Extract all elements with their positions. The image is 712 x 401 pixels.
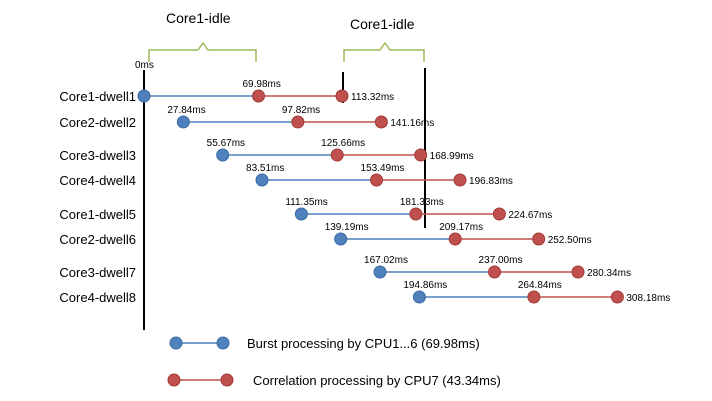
correlation-end-dot	[610, 290, 624, 304]
correlation-end-time: 308.18ms	[626, 293, 670, 304]
correlation-start-dot	[252, 89, 265, 103]
burst-start-time: 167.02ms	[364, 255, 408, 266]
correlation-end-time: 224.67ms	[508, 210, 552, 221]
idle-brace-2	[343, 41, 425, 62]
row-label: Core1-dwell1	[59, 89, 136, 104]
correlation-start-dot	[291, 115, 305, 129]
correlation-start-dot	[409, 207, 423, 221]
correlation-start-time: 237.00ms	[479, 255, 523, 266]
idle-brace-1	[148, 41, 257, 62]
correlation-start-time: 153.49ms	[361, 163, 405, 174]
row-label: Core1-dwell5	[59, 207, 136, 222]
burst-start-dot	[216, 148, 230, 162]
correlation-end-time: 168.99ms	[430, 151, 474, 162]
correlation-start-time: 264.84ms	[518, 280, 562, 291]
correlation-end-time: 141.16ms	[390, 118, 434, 129]
burst-start-time: 55.67ms	[207, 138, 245, 149]
burst-start-time: 111.35ms	[285, 197, 327, 208]
legend-correlation-label: Correlation processing by CPU7 (43.34ms)	[253, 373, 501, 388]
correlation-start-dot	[488, 265, 502, 279]
row-label: Core3-dwell3	[59, 148, 136, 163]
row-label: Core2-dwell6	[59, 232, 136, 247]
idle-label-1: Core1-idle	[166, 10, 231, 26]
burst-start-time: 27.84ms	[167, 105, 205, 116]
burst-start-dot	[176, 115, 190, 129]
row-label: Core2-dwell2	[59, 115, 136, 130]
burst-start-dot	[412, 290, 426, 304]
burst-start-time: 139.19ms	[325, 222, 369, 233]
legend-burst: Burst processing by CPU1...6 (69.98ms)	[169, 336, 480, 351]
legend: Burst processing by CPU1...6 (69.98ms) C…	[167, 336, 501, 388]
legend-burst-dot-left	[169, 336, 183, 350]
correlation-start-time: 69.98ms	[243, 79, 281, 90]
burst-start-dot	[294, 207, 308, 221]
legend-correlation-dot-right	[220, 373, 234, 387]
correlation-start-dot	[448, 232, 462, 246]
row-label: Core4-dwell8	[59, 290, 136, 305]
correlation-end-time: 280.34ms	[587, 268, 631, 279]
correlation-end-dot	[571, 265, 585, 279]
correlation-start-time: 125.66ms	[321, 138, 365, 149]
correlation-end-time: 196.83ms	[469, 176, 513, 187]
burst-start-dot	[373, 265, 387, 279]
correlation-start-time: 209.17ms	[439, 222, 483, 233]
correlation-end-dot	[453, 173, 467, 187]
correlation-end-dot	[335, 89, 349, 103]
correlation-end-time: 252.50ms	[548, 235, 592, 246]
correlation-end-time: 113.32ms	[351, 92, 394, 103]
correlation-end-dot	[374, 115, 388, 129]
correlation-start-dot	[330, 148, 344, 162]
correlation-start-dot	[527, 290, 541, 304]
row-label: Core4-dwell4	[59, 173, 136, 188]
row-label: Core3-dwell7	[59, 265, 136, 280]
burst-start-time: 83.51ms	[246, 163, 284, 174]
legend-burst-label: Burst processing by CPU1...6 (69.98ms)	[247, 336, 480, 351]
legend-correlation-dot-left	[167, 373, 181, 387]
correlation-end-dot	[414, 148, 428, 162]
burst-start-dot	[334, 232, 348, 246]
correlation-start-time: 97.82ms	[282, 105, 320, 116]
correlation-end-dot	[492, 207, 506, 221]
dwell-rows: Core1-dwell1 69.98ms 113.32ms Core2-dwell2 2…	[59, 79, 670, 305]
idle-label-2: Core1-idle	[350, 16, 415, 32]
correlation-end-dot	[532, 232, 546, 246]
burst-start-dot	[255, 173, 269, 187]
legend-burst-dot-right	[216, 336, 230, 350]
zero-time-label: 0ms	[135, 60, 154, 71]
burst-start-time: 194.86ms	[403, 280, 447, 291]
correlation-start-dot	[370, 173, 384, 187]
burst-start-dot	[137, 89, 151, 103]
correlation-start-time: 181.33ms	[400, 197, 444, 208]
legend-correlation: Correlation processing by CPU7 (43.34ms)	[167, 373, 501, 388]
